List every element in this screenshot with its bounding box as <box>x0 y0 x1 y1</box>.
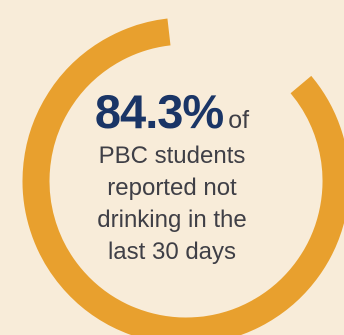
stat-percentage: 84.3% <box>94 85 224 138</box>
stat-line-2: reported not <box>107 174 237 201</box>
stat-line-4: last 30 days <box>107 238 237 265</box>
stat-line-1: PBC students <box>98 142 246 169</box>
ring-arc-value <box>22 18 344 335</box>
stat-headline: 84.3% of <box>72 86 272 138</box>
stat-suffix: of <box>228 106 250 134</box>
stat-line-3: drinking in the <box>97 206 247 233</box>
stat-caption: 84.3% of PBC students reported not drinki… <box>72 86 272 268</box>
